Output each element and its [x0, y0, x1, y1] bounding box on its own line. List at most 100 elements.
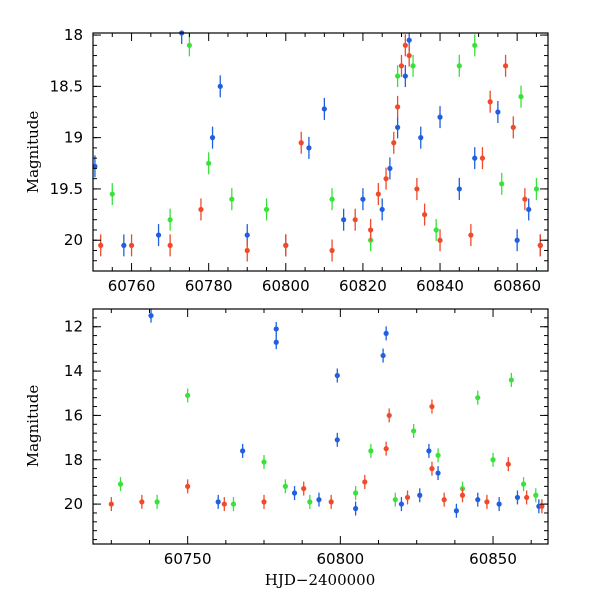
- data-point-red-3: [221, 501, 227, 507]
- data-point-red-8: [352, 217, 358, 223]
- data-point-red-7: [329, 247, 335, 254]
- x-tick-label: 60820: [339, 277, 387, 295]
- data-point-red-9: [368, 227, 374, 233]
- data-point-red-2: [167, 242, 173, 248]
- data-point-red-19: [437, 237, 443, 243]
- data-point-blue-13: [417, 492, 423, 498]
- y-tick-label: 20: [64, 231, 83, 249]
- data-point-blue-2: [155, 232, 162, 238]
- data-point-blue-16: [406, 37, 412, 43]
- y-tick-label: 18.5: [50, 77, 83, 95]
- y-tick-label: 18: [64, 26, 83, 44]
- data-point-green-14: [490, 457, 496, 463]
- data-point-red-6: [298, 140, 304, 146]
- data-point-red-0: [98, 242, 104, 248]
- data-point-blue-23: [526, 206, 532, 213]
- y-tick-label: 18: [64, 451, 83, 469]
- data-point-red-24: [510, 124, 516, 130]
- data-point-red-13: [395, 104, 401, 110]
- x-tick-label: 60800: [316, 550, 364, 568]
- data-point-green-17: [533, 492, 539, 498]
- data-point-green-10: [411, 428, 417, 434]
- data-point-green-8: [395, 73, 401, 79]
- y-tick-label: 19.5: [50, 180, 83, 198]
- data-point-blue-6: [316, 497, 322, 503]
- data-point-red-23: [502, 63, 509, 69]
- data-point-green-5: [263, 206, 270, 213]
- data-point-green-13: [499, 181, 505, 187]
- x-tick-label: 60850: [469, 550, 517, 568]
- data-point-blue-8: [334, 437, 340, 443]
- data-point-blue-12: [398, 501, 405, 507]
- data-point-green-13: [475, 395, 481, 401]
- data-point-green-0: [117, 481, 124, 487]
- y-tick-label: 19: [64, 129, 83, 147]
- data-point-blue-19: [456, 186, 462, 192]
- data-point-green-4: [261, 459, 267, 465]
- data-point-green-10: [433, 227, 439, 233]
- data-point-blue-0: [92, 163, 98, 169]
- data-point-red-1: [128, 242, 135, 248]
- data-point-green-14: [518, 94, 524, 100]
- data-point-blue-22: [514, 237, 520, 243]
- data-point-blue-18: [496, 501, 502, 507]
- data-point-blue-9: [353, 505, 359, 512]
- data-point-blue-21: [495, 109, 501, 115]
- data-point-blue-17: [475, 497, 481, 503]
- data-point-green-8: [368, 448, 374, 454]
- bottom-panel-y-axis-label: Magnitude: [24, 385, 42, 468]
- data-point-red-8: [383, 446, 389, 452]
- data-point-red-16: [505, 461, 511, 467]
- data-point-blue-5: [217, 83, 223, 89]
- data-point-blue-11: [383, 330, 389, 336]
- top-panel-frame: [92, 32, 549, 272]
- x-tick-label: 60780: [185, 277, 233, 295]
- data-point-green-9: [410, 63, 416, 69]
- y-tick-label: 12: [64, 318, 83, 336]
- data-point-blue-10: [380, 352, 386, 359]
- data-point-red-5: [301, 485, 307, 492]
- data-point-blue-10: [341, 217, 347, 223]
- data-point-green-1: [167, 217, 173, 223]
- data-point-red-10: [404, 494, 411, 501]
- data-point-red-12: [391, 140, 397, 146]
- data-point-green-7: [353, 490, 359, 496]
- data-point-blue-1: [215, 499, 221, 505]
- data-point-red-18: [539, 503, 545, 509]
- data-point-blue-7: [334, 372, 340, 379]
- data-point-red-13: [441, 497, 447, 503]
- data-point-red-1: [139, 499, 145, 505]
- data-point-red-26: [537, 242, 543, 248]
- data-point-blue-6: [244, 232, 250, 238]
- data-point-green-1: [154, 499, 160, 505]
- y-tick-label: 20: [64, 495, 83, 513]
- x-tick-label: 60860: [493, 277, 541, 295]
- data-point-red-3: [198, 206, 204, 213]
- data-point-blue-0: [148, 313, 154, 319]
- data-point-blue-16: [453, 508, 459, 514]
- top-panel-y-axis-label: Magnitude: [24, 111, 42, 194]
- data-point-blue-11: [360, 196, 366, 202]
- data-point-blue-1: [121, 242, 127, 248]
- data-point-blue-15: [402, 73, 408, 79]
- bottom-panel-data-points: [108, 309, 545, 518]
- data-point-green-3: [230, 501, 237, 507]
- data-point-red-21: [479, 155, 486, 161]
- data-point-red-16: [406, 52, 412, 59]
- data-point-blue-2: [240, 448, 246, 454]
- data-point-red-22: [487, 99, 493, 105]
- data-point-blue-14: [426, 448, 432, 454]
- data-point-red-18: [422, 211, 428, 218]
- data-point-blue-12: [379, 206, 385, 213]
- x-tick-label: 60840: [416, 277, 464, 295]
- data-point-red-4: [261, 499, 267, 505]
- data-point-red-5: [283, 242, 289, 248]
- data-point-green-15: [508, 377, 514, 383]
- data-point-green-15: [533, 186, 540, 192]
- data-point-green-5: [282, 483, 288, 489]
- top-panel-ticks: 60760 60780 60800 60820 60840 60860 18 18.5 19 19…: [50, 26, 548, 295]
- data-point-green-0: [109, 191, 115, 197]
- data-point-blue-20: [472, 155, 478, 161]
- data-point-blue-9: [321, 106, 327, 112]
- data-point-green-6: [307, 499, 313, 505]
